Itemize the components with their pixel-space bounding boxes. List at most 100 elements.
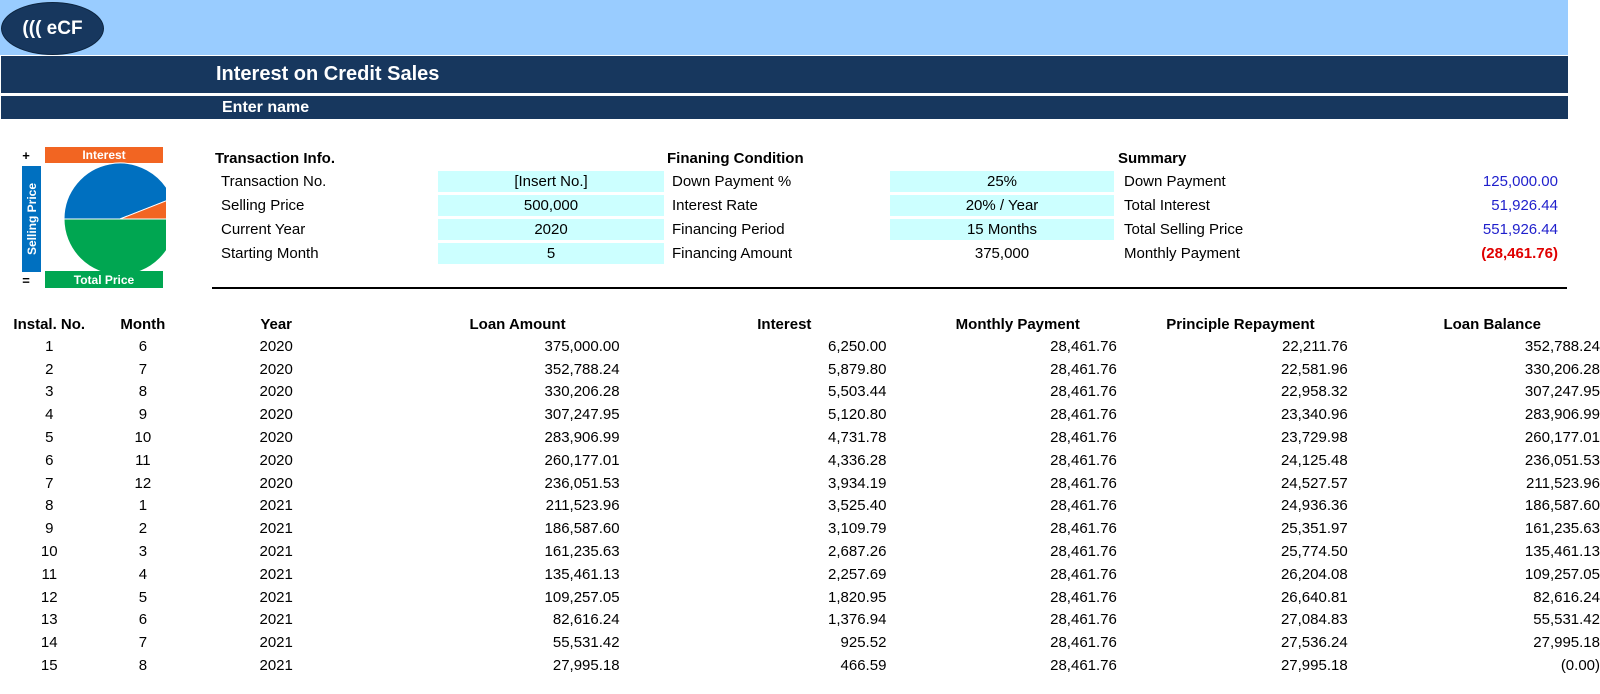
financing-period-label: Financing Period — [672, 221, 785, 238]
summary-total-selling-price-value: 551,926.44 — [1482, 221, 1558, 238]
table-row: 1 6 2020 375,000.00 6,250.00 28,461.76 22,211.… — [8, 335, 1600, 358]
cell-year: 2020 — [259, 451, 293, 469]
cell-year: 2021 — [259, 634, 293, 652]
transaction-no-input[interactable]: [Insert No.] — [438, 171, 664, 192]
cell-instal-no: 9 — [45, 520, 54, 538]
cell-year: 2020 — [259, 474, 293, 492]
table-header-row: Instal. No. Month Year Loan Amount Inter… — [8, 313, 1600, 335]
table-row: 12 5 2021 109,257.05 1,820.95 28,461.76 26,640… — [8, 586, 1600, 609]
cell-year: 2021 — [259, 497, 293, 515]
cell-interest: 3,109.79 — [828, 520, 887, 538]
cell-loan-amount: 161,235.63 — [544, 543, 620, 561]
col-header-month: Month — [120, 315, 166, 333]
cell-monthly-payment: 28,461.76 — [1050, 360, 1117, 378]
cell-monthly-payment: 28,461.76 — [1050, 611, 1117, 629]
cell-monthly-payment: 28,461.76 — [1050, 474, 1117, 492]
cell-loan-balance: 82,616.24 — [1533, 588, 1600, 606]
summary-down-payment-value: 125,000.00 — [1482, 173, 1558, 190]
cell-instal-no: 11 — [41, 565, 58, 583]
summary-total-interest-value: 51,926.44 — [1491, 197, 1558, 214]
table-row: 15 8 2021 27,995.18 466.59 28,461.76 27,995.18… — [8, 654, 1600, 677]
cell-year: 2020 — [259, 337, 293, 355]
table-row: 14 7 2021 55,531.42 925.52 28,461.76 27,536.24… — [8, 631, 1600, 654]
cell-year: 2021 — [259, 565, 293, 583]
cell-loan-amount: 307,247.95 — [544, 406, 620, 424]
cell-month: 11 — [135, 451, 151, 469]
name-field[interactable]: Enter name — [222, 99, 310, 116]
table-row: 4 9 2020 307,247.95 5,120.80 28,461.76 23,340.… — [8, 403, 1600, 426]
price-composition-chart: + Interest Selling Price = Total Price — [14, 145, 177, 291]
cell-loan-amount: 260,177.01 — [544, 451, 620, 469]
cell-loan-amount: 82,616.24 — [552, 611, 620, 629]
cell-year: 2020 — [259, 360, 293, 378]
cell-instal-no: 8 — [45, 497, 54, 515]
current-year-label: Current Year — [221, 221, 306, 238]
cell-loan-amount: 352,788.24 — [544, 360, 620, 378]
cell-interest: 2,257.69 — [828, 565, 887, 583]
cell-instal-no: 1 — [45, 337, 54, 355]
cell-principle-repayment: 25,351.97 — [1280, 520, 1348, 538]
col-header-instal-no: Instal. No. — [13, 315, 86, 333]
cell-month: 8 — [138, 657, 148, 675]
total-price-legend-label: Total Price — [74, 273, 135, 287]
interest-rate-input[interactable]: 20% / Year — [890, 195, 1114, 216]
cell-loan-balance: 260,177.01 — [1524, 429, 1600, 447]
cell-interest: 4,336.28 — [828, 451, 887, 469]
cell-loan-balance: 55,531.42 — [1533, 611, 1600, 629]
cell-principle-repayment: 23,340.96 — [1280, 406, 1348, 424]
selling-price-bar — [22, 166, 41, 272]
cell-instal-no: 13 — [40, 611, 58, 629]
subtitle-bar — [1, 96, 1568, 119]
col-header-year: Year — [260, 315, 293, 333]
summary-total-selling-price-label: Total Selling Price — [1124, 221, 1244, 238]
cell-month: 5 — [138, 588, 148, 606]
cell-principle-repayment: 25,774.50 — [1280, 543, 1348, 561]
col-header-loan-amount: Loan Amount — [469, 315, 566, 333]
table-row: 6 11 2020 260,177.01 4,336.28 28,461.76 24,125… — [8, 449, 1600, 472]
col-header-loan-balance: Loan Balance — [1443, 315, 1541, 333]
cell-loan-amount: 236,051.53 — [544, 474, 620, 492]
cell-instal-no: 6 — [45, 451, 54, 469]
cell-loan-balance: 352,788.24 — [1524, 337, 1600, 355]
top-banner — [0, 0, 1568, 55]
cell-loan-balance: (0.00) — [1560, 657, 1600, 675]
cell-year: 2020 — [259, 429, 293, 447]
cell-year: 2021 — [259, 520, 293, 538]
col-header-principle-repayment: Principle Repayment — [1166, 315, 1315, 333]
cell-principle-repayment: 26,204.08 — [1280, 565, 1348, 583]
cell-month: 7 — [138, 360, 148, 378]
cell-instal-no: 10 — [40, 543, 58, 561]
down-payment-pct-input[interactable]: 25% — [890, 171, 1114, 192]
cell-loan-amount: 109,257.05 — [544, 588, 620, 606]
cell-principle-repayment: 27,084.83 — [1280, 611, 1348, 629]
cell-monthly-payment: 28,461.76 — [1050, 588, 1117, 606]
table-row: 3 8 2020 330,206.28 5,503.44 28,461.76 22,958.… — [8, 381, 1600, 404]
financing-period-input[interactable]: 15 Months — [890, 219, 1114, 240]
cell-month: 2 — [138, 520, 148, 538]
cell-instal-no: 3 — [45, 383, 54, 401]
cell-month: 6 — [138, 337, 148, 355]
pie-slice-selling-price — [63, 162, 173, 220]
cell-year: 2021 — [259, 657, 293, 675]
cell-loan-amount: 27,995.18 — [552, 657, 620, 675]
transaction-heading: Transaction Info. — [215, 150, 336, 167]
table-row: 10 3 2021 161,235.63 2,687.26 28,461.76 25,774… — [8, 540, 1600, 563]
cell-month: 7 — [138, 634, 148, 652]
cell-instal-no: 2 — [45, 360, 54, 378]
cell-loan-balance: 330,206.28 — [1524, 360, 1600, 378]
selling-price-input[interactable]: 500,000 — [438, 195, 664, 216]
starting-month-input[interactable]: 5 — [438, 243, 664, 264]
cell-monthly-payment: 28,461.76 — [1050, 429, 1117, 447]
cell-loan-amount: 135,461.13 — [544, 565, 620, 583]
financing-heading: Finaning Condition — [667, 150, 804, 167]
ecf-logo: ((( eCF — [1, 2, 104, 55]
price-composition-svg: + Interest Selling Price = Total Price — [22, 147, 177, 288]
cell-monthly-payment: 28,461.76 — [1050, 451, 1117, 469]
cell-interest: 925.52 — [840, 634, 887, 652]
current-year-input[interactable]: 2020 — [438, 219, 664, 240]
cell-loan-balance: 161,235.63 — [1524, 520, 1600, 538]
cell-loan-amount: 186,587.60 — [544, 520, 620, 538]
cell-month: 4 — [138, 565, 148, 583]
interest-legend-label: Interest — [82, 148, 125, 162]
plus-sign: + — [22, 148, 30, 163]
